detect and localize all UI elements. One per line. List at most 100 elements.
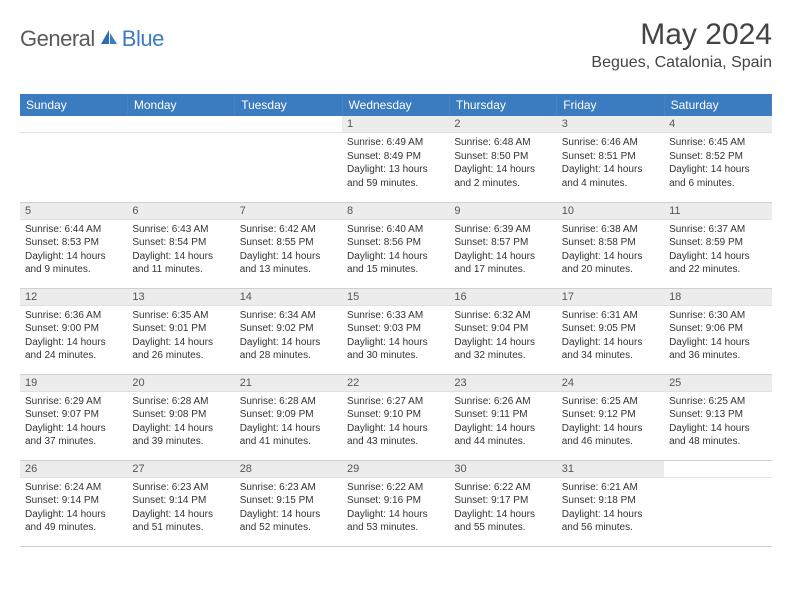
sunrise-text: Sunrise: 6:43 AM: [132, 223, 229, 237]
day-data: Sunrise: 6:28 AMSunset: 9:08 PMDaylight:…: [127, 392, 234, 452]
day-data: Sunrise: 6:48 AMSunset: 8:50 PMDaylight:…: [449, 133, 556, 193]
calendar-day-cell: 16Sunrise: 6:32 AMSunset: 9:04 PMDayligh…: [449, 288, 556, 374]
day-data: Sunrise: 6:29 AMSunset: 9:07 PMDaylight:…: [20, 392, 127, 452]
day-number: 21: [235, 375, 342, 392]
calendar-week-row: 26Sunrise: 6:24 AMSunset: 9:14 PMDayligh…: [20, 460, 772, 546]
daylight-text: Daylight: 14 hours and 37 minutes.: [25, 422, 122, 449]
calendar-table: Sunday Monday Tuesday Wednesday Thursday…: [20, 94, 772, 547]
daylight-text: Daylight: 14 hours and 46 minutes.: [562, 422, 659, 449]
weekday-header: Saturday: [664, 94, 771, 116]
calendar-day-cell: 14Sunrise: 6:34 AMSunset: 9:02 PMDayligh…: [235, 288, 342, 374]
sunrise-text: Sunrise: 6:38 AM: [562, 223, 659, 237]
sunset-text: Sunset: 8:55 PM: [240, 236, 337, 250]
daylight-text: Daylight: 14 hours and 52 minutes.: [240, 508, 337, 535]
daylight-text: Daylight: 14 hours and 17 minutes.: [454, 250, 551, 277]
calendar-week-row: 5Sunrise: 6:44 AMSunset: 8:53 PMDaylight…: [20, 202, 772, 288]
calendar-day-cell: 15Sunrise: 6:33 AMSunset: 9:03 PMDayligh…: [342, 288, 449, 374]
day-number: 9: [449, 203, 556, 220]
daylight-text: Daylight: 14 hours and 30 minutes.: [347, 336, 444, 363]
weekday-header-row: Sunday Monday Tuesday Wednesday Thursday…: [20, 94, 772, 116]
calendar-day-cell: 25Sunrise: 6:25 AMSunset: 9:13 PMDayligh…: [664, 374, 771, 460]
sunrise-text: Sunrise: 6:22 AM: [454, 481, 551, 495]
calendar-day-cell: [664, 460, 771, 546]
sunrise-text: Sunrise: 6:24 AM: [25, 481, 122, 495]
sunrise-text: Sunrise: 6:44 AM: [25, 223, 122, 237]
day-data: Sunrise: 6:49 AMSunset: 8:49 PMDaylight:…: [342, 133, 449, 193]
sunset-text: Sunset: 8:49 PM: [347, 150, 444, 164]
day-data: Sunrise: 6:38 AMSunset: 8:58 PMDaylight:…: [557, 220, 664, 280]
day-number: 11: [664, 203, 771, 220]
sunset-text: Sunset: 9:10 PM: [347, 408, 444, 422]
day-data: Sunrise: 6:46 AMSunset: 8:51 PMDaylight:…: [557, 133, 664, 193]
sunrise-text: Sunrise: 6:40 AM: [347, 223, 444, 237]
month-title: May 2024: [591, 18, 772, 52]
daylight-text: Daylight: 14 hours and 24 minutes.: [25, 336, 122, 363]
sunrise-text: Sunrise: 6:36 AM: [25, 309, 122, 323]
day-data: Sunrise: 6:35 AMSunset: 9:01 PMDaylight:…: [127, 306, 234, 366]
sunrise-text: Sunrise: 6:49 AM: [347, 136, 444, 150]
day-number: 23: [449, 375, 556, 392]
calendar-day-cell: 5Sunrise: 6:44 AMSunset: 8:53 PMDaylight…: [20, 202, 127, 288]
weekday-header: Wednesday: [342, 94, 449, 116]
day-data: Sunrise: 6:24 AMSunset: 9:14 PMDaylight:…: [20, 478, 127, 538]
sunrise-text: Sunrise: 6:27 AM: [347, 395, 444, 409]
day-number: 30: [449, 461, 556, 478]
sunrise-text: Sunrise: 6:35 AM: [132, 309, 229, 323]
day-data: Sunrise: 6:28 AMSunset: 9:09 PMDaylight:…: [235, 392, 342, 452]
day-number: 3: [557, 116, 664, 133]
sunrise-text: Sunrise: 6:22 AM: [347, 481, 444, 495]
sunrise-text: Sunrise: 6:21 AM: [562, 481, 659, 495]
day-data: Sunrise: 6:36 AMSunset: 9:00 PMDaylight:…: [20, 306, 127, 366]
calendar-day-cell: 11Sunrise: 6:37 AMSunset: 8:59 PMDayligh…: [664, 202, 771, 288]
daylight-text: Daylight: 14 hours and 28 minutes.: [240, 336, 337, 363]
calendar-day-cell: 1Sunrise: 6:49 AMSunset: 8:49 PMDaylight…: [342, 116, 449, 202]
sunrise-text: Sunrise: 6:45 AM: [669, 136, 766, 150]
daylight-text: Daylight: 14 hours and 4 minutes.: [562, 163, 659, 190]
daylight-text: Daylight: 14 hours and 48 minutes.: [669, 422, 766, 449]
sunrise-text: Sunrise: 6:25 AM: [562, 395, 659, 409]
day-data: Sunrise: 6:30 AMSunset: 9:06 PMDaylight:…: [664, 306, 771, 366]
day-number: 16: [449, 289, 556, 306]
day-number: 5: [20, 203, 127, 220]
sunrise-text: Sunrise: 6:46 AM: [562, 136, 659, 150]
daylight-text: Daylight: 14 hours and 53 minutes.: [347, 508, 444, 535]
calendar-day-cell: 13Sunrise: 6:35 AMSunset: 9:01 PMDayligh…: [127, 288, 234, 374]
sunrise-text: Sunrise: 6:32 AM: [454, 309, 551, 323]
calendar-day-cell: 9Sunrise: 6:39 AMSunset: 8:57 PMDaylight…: [449, 202, 556, 288]
day-data: Sunrise: 6:33 AMSunset: 9:03 PMDaylight:…: [342, 306, 449, 366]
day-number: 26: [20, 461, 127, 478]
calendar-day-cell: 6Sunrise: 6:43 AMSunset: 8:54 PMDaylight…: [127, 202, 234, 288]
weekday-header: Thursday: [449, 94, 556, 116]
day-data: Sunrise: 6:23 AMSunset: 9:15 PMDaylight:…: [235, 478, 342, 538]
calendar-day-cell: [127, 116, 234, 202]
calendar-day-cell: 21Sunrise: 6:28 AMSunset: 9:09 PMDayligh…: [235, 374, 342, 460]
day-data: Sunrise: 6:40 AMSunset: 8:56 PMDaylight:…: [342, 220, 449, 280]
logo-text-general: General: [20, 26, 95, 52]
title-block: May 2024 Begues, Catalonia, Spain: [591, 18, 772, 72]
calendar-week-row: 19Sunrise: 6:29 AMSunset: 9:07 PMDayligh…: [20, 374, 772, 460]
weekday-header: Sunday: [20, 94, 127, 116]
sunset-text: Sunset: 9:03 PM: [347, 322, 444, 336]
sunset-text: Sunset: 8:54 PM: [132, 236, 229, 250]
sunrise-text: Sunrise: 6:23 AM: [132, 481, 229, 495]
sunset-text: Sunset: 8:51 PM: [562, 150, 659, 164]
day-number: 12: [20, 289, 127, 306]
sunset-text: Sunset: 9:07 PM: [25, 408, 122, 422]
calendar-day-cell: [20, 116, 127, 202]
calendar-day-cell: 28Sunrise: 6:23 AMSunset: 9:15 PMDayligh…: [235, 460, 342, 546]
day-data: Sunrise: 6:22 AMSunset: 9:17 PMDaylight:…: [449, 478, 556, 538]
day-data: Sunrise: 6:21 AMSunset: 9:18 PMDaylight:…: [557, 478, 664, 538]
calendar-day-cell: 8Sunrise: 6:40 AMSunset: 8:56 PMDaylight…: [342, 202, 449, 288]
sunset-text: Sunset: 9:06 PM: [669, 322, 766, 336]
sunrise-text: Sunrise: 6:34 AM: [240, 309, 337, 323]
sunrise-text: Sunrise: 6:31 AM: [562, 309, 659, 323]
day-number: 8: [342, 203, 449, 220]
day-number: 19: [20, 375, 127, 392]
day-data: Sunrise: 6:22 AMSunset: 9:16 PMDaylight:…: [342, 478, 449, 538]
calendar-day-cell: 20Sunrise: 6:28 AMSunset: 9:08 PMDayligh…: [127, 374, 234, 460]
daylight-text: Daylight: 14 hours and 55 minutes.: [454, 508, 551, 535]
sunrise-text: Sunrise: 6:29 AM: [25, 395, 122, 409]
daylight-text: Daylight: 14 hours and 36 minutes.: [669, 336, 766, 363]
calendar-day-cell: 23Sunrise: 6:26 AMSunset: 9:11 PMDayligh…: [449, 374, 556, 460]
daylight-text: Daylight: 14 hours and 49 minutes.: [25, 508, 122, 535]
